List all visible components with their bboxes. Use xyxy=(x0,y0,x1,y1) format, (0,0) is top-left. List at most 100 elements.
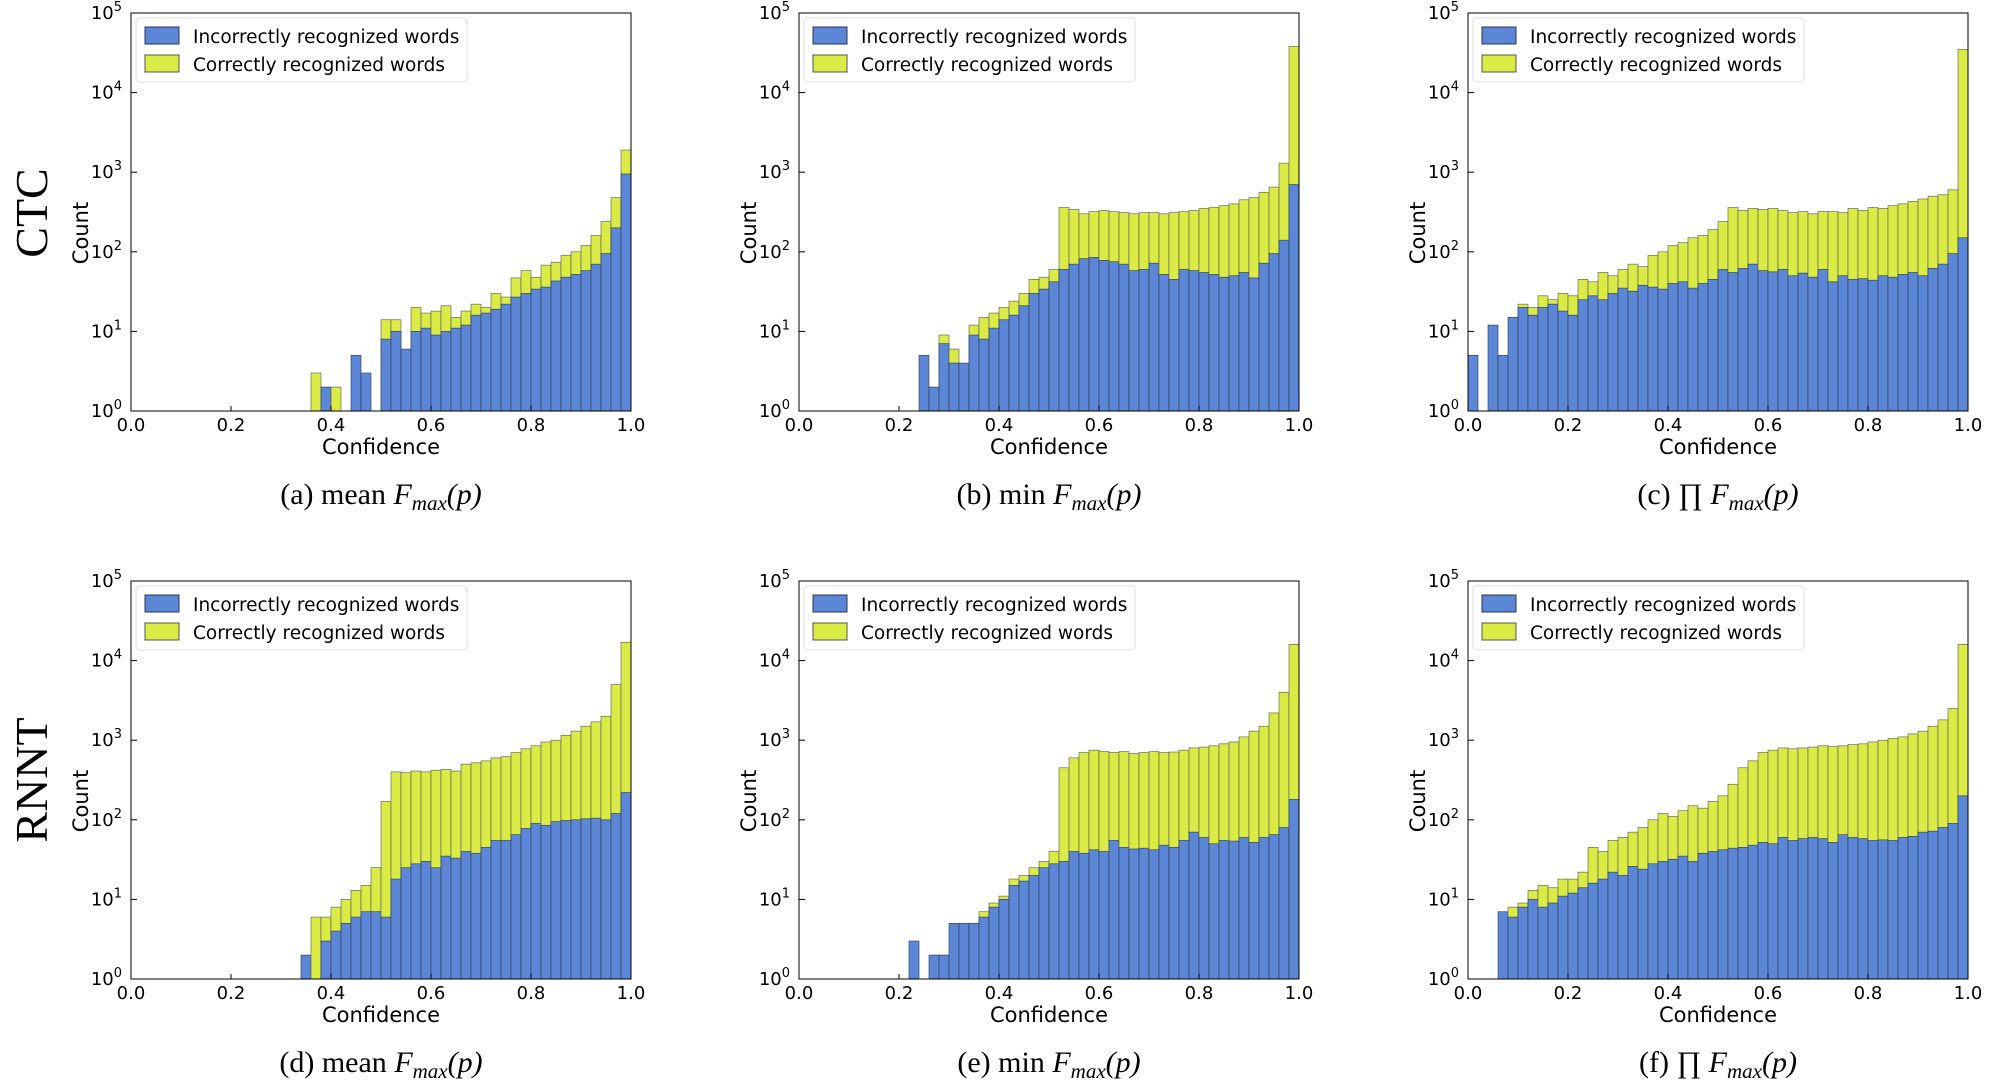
incorrect-bar xyxy=(1547,303,1559,412)
panel-caption: (e) min Fmax(p) xyxy=(957,1046,1140,1080)
x-tick-label: 0.4 xyxy=(1654,983,1683,1004)
incorrect-bar xyxy=(350,355,362,412)
incorrect-bar xyxy=(1627,290,1639,412)
x-tick-label: 0.0 xyxy=(117,415,146,436)
y-tick-label: 104 xyxy=(1428,80,1459,104)
caption-math: ∏ F xyxy=(1676,1046,1727,1079)
incorrect-bar xyxy=(1567,314,1579,412)
incorrect-bar xyxy=(1917,275,1929,412)
incorrect-bar xyxy=(1717,269,1729,412)
correct-bar xyxy=(330,386,342,412)
y-tick-exponent: 4 xyxy=(114,648,122,663)
x-tick-label: 1.0 xyxy=(1285,415,1314,436)
y-axis-label: Count xyxy=(69,770,93,832)
y-tick-base: 10 xyxy=(91,571,114,592)
incorrect-bar xyxy=(1687,861,1699,980)
incorrect-bar xyxy=(1088,849,1100,980)
y-tick-base: 10 xyxy=(1428,571,1451,592)
legend-swatch-correct xyxy=(812,54,848,73)
caption-prefix: (a) mean xyxy=(280,478,393,511)
incorrect-bar xyxy=(1957,795,1969,980)
incorrect-bar xyxy=(590,263,602,412)
y-tick-base: 10 xyxy=(91,3,114,24)
y-tick-label: 105 xyxy=(1428,568,1459,592)
y-tick-exponent: 3 xyxy=(782,159,790,174)
y-tick-exponent: 0 xyxy=(114,966,122,981)
legend-box xyxy=(135,585,468,651)
incorrect-bar xyxy=(430,867,442,980)
y-tick-label: 101 xyxy=(1428,886,1459,910)
x-axis-label: Confidence xyxy=(990,1003,1108,1027)
caption-subscript: max xyxy=(412,491,448,515)
caption-math: F xyxy=(1051,1046,1071,1079)
incorrect-bar xyxy=(1258,837,1270,980)
incorrect-bar xyxy=(460,324,472,412)
y-tick-label: 103 xyxy=(759,159,790,183)
y-tick-exponent: 2 xyxy=(1451,807,1459,822)
y-tick-label: 104 xyxy=(1428,648,1459,672)
incorrect-bar xyxy=(988,327,1000,412)
legend-swatch-correct xyxy=(1481,622,1517,641)
y-tick-exponent: 4 xyxy=(1451,648,1459,663)
caption-math: F xyxy=(1052,478,1072,511)
incorrect-bar xyxy=(1927,268,1939,412)
caption-suffix: (p) xyxy=(447,478,482,511)
incorrect-bar xyxy=(1737,268,1749,412)
incorrect-bar xyxy=(1777,837,1789,980)
y-tick-label: 105 xyxy=(1428,0,1459,24)
legend-label-incorrect: Incorrectly recognized words xyxy=(1530,595,1796,616)
incorrect-bar xyxy=(1487,324,1499,412)
y-tick-label: 105 xyxy=(759,568,790,592)
incorrect-bar xyxy=(520,828,532,980)
incorrect-bar xyxy=(1098,260,1110,412)
x-tick-label: 0.4 xyxy=(1654,415,1683,436)
y-tick-label: 104 xyxy=(91,80,122,104)
incorrect-bar xyxy=(1048,863,1060,980)
plot-frame xyxy=(1467,580,1969,980)
incorrect-bar xyxy=(1777,269,1789,412)
incorrect-bar xyxy=(1957,237,1969,412)
x-tick-label: 0.0 xyxy=(1454,983,1483,1004)
incorrect-bar xyxy=(500,840,512,980)
incorrect-bar xyxy=(420,327,432,412)
y-tick-label: 104 xyxy=(759,648,790,672)
y-tick-label: 102 xyxy=(1428,807,1459,831)
incorrect-bar xyxy=(560,276,572,412)
legend: Incorrectly recognized words Correctly re… xyxy=(1472,17,1805,83)
x-tick-label: 0.0 xyxy=(117,983,146,1004)
y-axis-label: Count xyxy=(737,202,761,264)
incorrect-bar xyxy=(1727,847,1739,980)
incorrect-bar xyxy=(1248,842,1260,980)
x-tick-label: 0.4 xyxy=(317,415,346,436)
incorrect-bar xyxy=(1557,310,1569,412)
panel-e: 0.0 0.2 0.4 0.6 0.8 1.0100101102103104105Conf… xyxy=(737,568,1313,1080)
incorrect-bar xyxy=(1527,899,1539,980)
x-tick-label: 0.2 xyxy=(885,415,914,436)
plot-frame xyxy=(1467,12,1969,412)
caption-subscript: max xyxy=(413,1059,449,1080)
incorrect-bar xyxy=(1797,838,1809,980)
incorrect-bar xyxy=(490,308,502,412)
y-tick-label: 102 xyxy=(91,807,122,831)
x-axis-label: Confidence xyxy=(990,435,1108,459)
incorrect-bar xyxy=(1288,184,1300,412)
incorrect-bar xyxy=(1617,287,1629,412)
incorrect-bar xyxy=(1238,837,1250,980)
caption-prefix: (c) xyxy=(1637,478,1678,511)
incorrect-bar xyxy=(1018,880,1030,980)
incorrect-bar xyxy=(1008,314,1020,412)
panel-caption: (b) min Fmax(p) xyxy=(957,478,1142,515)
caption-subscript: max xyxy=(1072,491,1108,515)
incorrect-bar xyxy=(938,954,950,980)
incorrect-bar xyxy=(928,954,940,980)
y-tick-exponent: 2 xyxy=(114,807,122,822)
x-tick-label: 0.6 xyxy=(1754,415,1783,436)
incorrect-bar xyxy=(450,857,462,980)
y-tick-base: 10 xyxy=(1428,321,1451,342)
incorrect-bar xyxy=(440,855,452,980)
legend-label-correct: Correctly recognized words xyxy=(861,623,1113,644)
y-tick-label: 105 xyxy=(91,0,122,24)
x-tick-label: 1.0 xyxy=(1285,983,1314,1004)
y-tick-base: 10 xyxy=(1428,83,1451,104)
incorrect-bar xyxy=(540,286,552,412)
